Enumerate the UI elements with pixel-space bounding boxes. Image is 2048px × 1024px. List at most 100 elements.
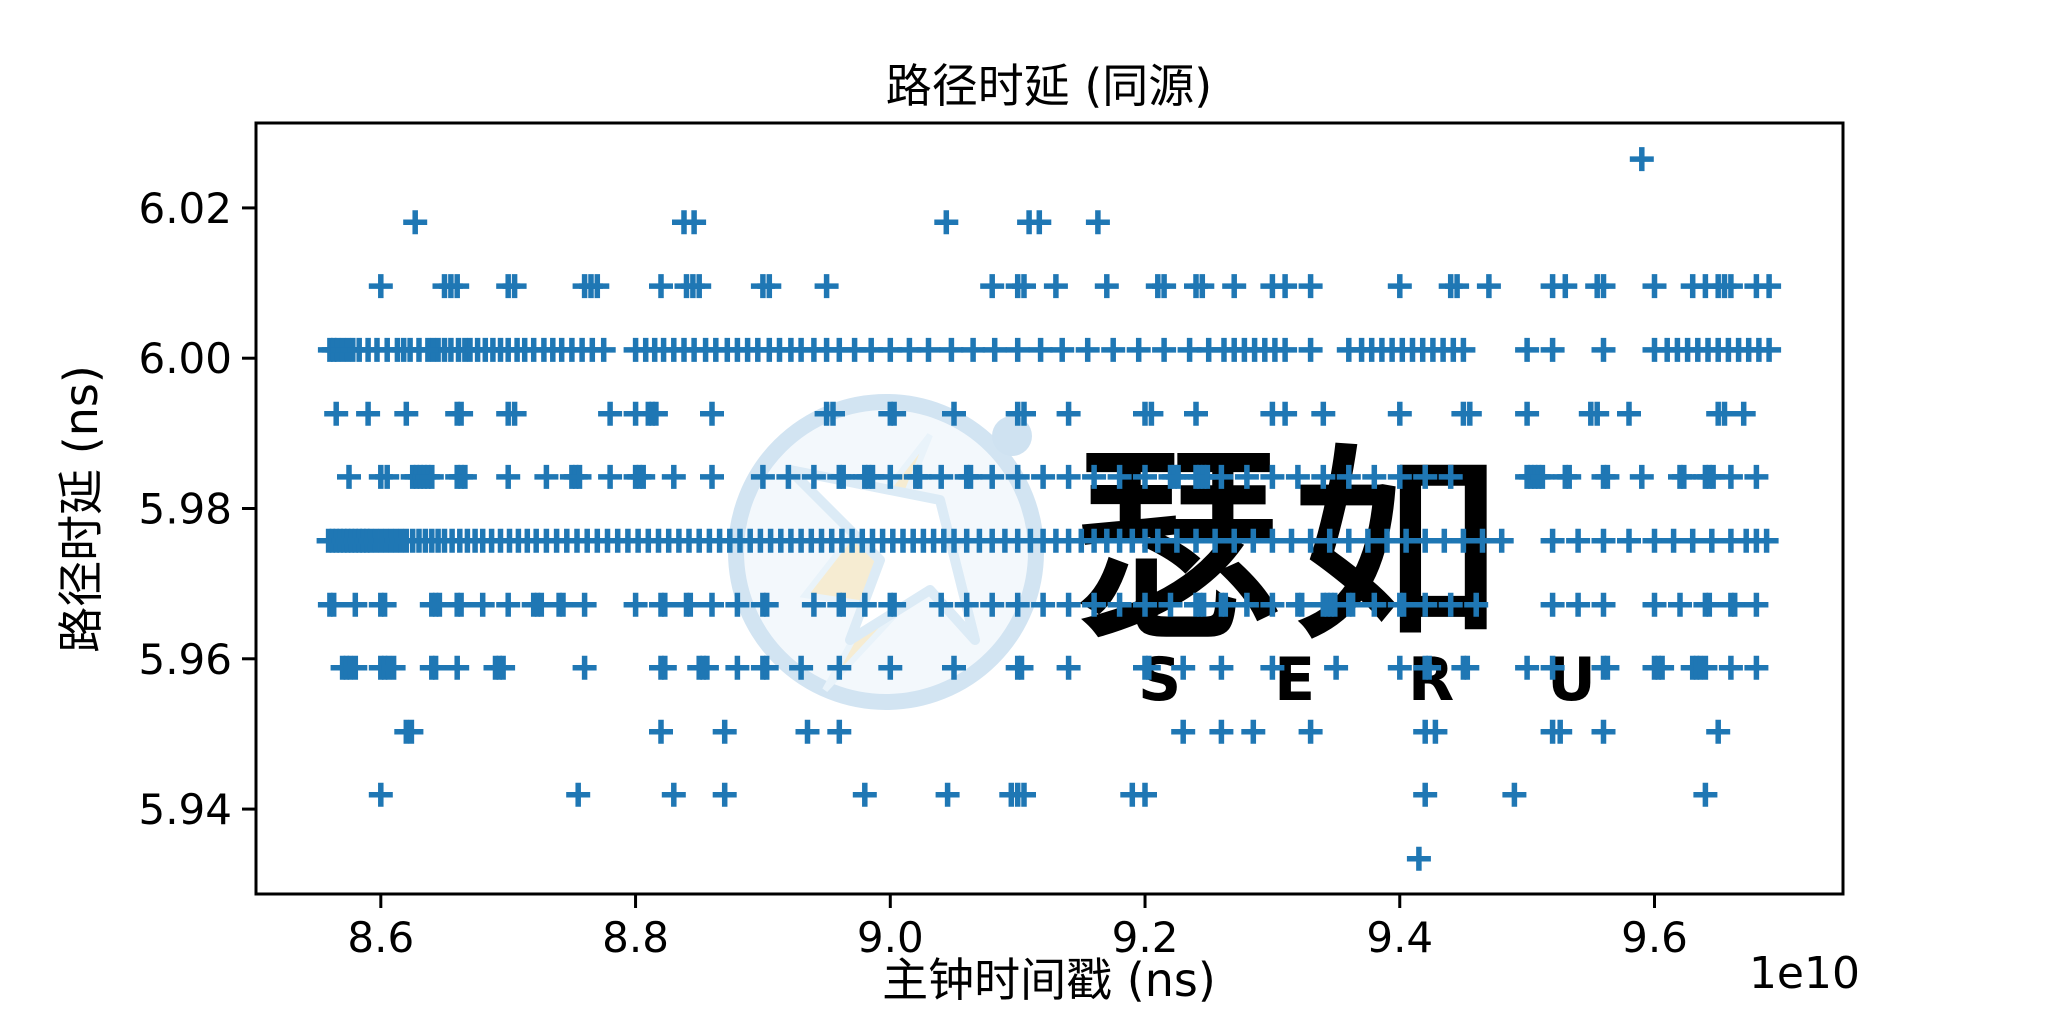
data-point	[1336, 464, 1361, 489]
data-point	[643, 401, 668, 426]
data-point	[916, 337, 941, 362]
data-point	[321, 592, 346, 617]
data-point	[1056, 655, 1081, 680]
data-point	[700, 592, 724, 617]
data-point	[1298, 337, 1323, 362]
data-point	[1043, 274, 1068, 299]
data-point	[534, 464, 559, 489]
data-point	[1553, 274, 1578, 299]
data-point	[961, 337, 986, 362]
x-tick-label: 9.2	[1112, 913, 1179, 962]
data-point	[1050, 337, 1075, 362]
data-point	[337, 464, 361, 489]
data-point	[776, 464, 801, 489]
data-point	[623, 592, 648, 617]
data-point	[980, 592, 1005, 617]
data-point	[1697, 592, 1722, 617]
data-point	[403, 210, 428, 235]
data-point	[980, 274, 1005, 299]
data-point	[1139, 401, 1164, 426]
data-point	[1362, 592, 1387, 617]
data-point	[1438, 464, 1463, 489]
x-axis-offset-label: 1e10	[1749, 948, 1860, 999]
data-point	[1133, 782, 1157, 807]
data-point	[1171, 719, 1196, 744]
y-tick-label: 5.94	[138, 785, 232, 834]
data-point	[795, 719, 820, 744]
data-point	[814, 274, 839, 299]
data-point	[1234, 592, 1259, 617]
data-point	[496, 592, 521, 617]
data-point	[687, 274, 712, 299]
data-point	[496, 464, 521, 489]
data-point	[1591, 592, 1616, 617]
data-point	[1515, 401, 1540, 426]
x-axis-label: 主钟时间戳 (ns)	[882, 953, 1216, 1007]
chart-title: 路径时延 (同源)	[886, 59, 1213, 113]
axes-border	[254, 121, 1845, 896]
data-point	[1417, 655, 1442, 680]
data-point	[929, 592, 954, 617]
data-point	[1311, 401, 1336, 426]
data-point	[1540, 592, 1565, 617]
data-point	[1391, 592, 1416, 617]
data-point	[598, 401, 623, 426]
data-point	[445, 655, 470, 680]
data-point	[372, 592, 397, 617]
data-point	[1075, 337, 1100, 362]
data-point	[1502, 782, 1527, 807]
data-point	[682, 210, 707, 235]
data-point	[1451, 337, 1476, 362]
data-point	[661, 464, 686, 489]
data-point	[929, 464, 954, 489]
data-point	[1693, 782, 1718, 807]
data-point	[1722, 592, 1747, 617]
data-point	[1413, 592, 1438, 617]
data-point	[375, 464, 400, 489]
data-point	[1530, 464, 1555, 489]
data-point	[1591, 337, 1616, 362]
data-point	[1031, 592, 1056, 617]
data-point	[1158, 592, 1183, 617]
data-point	[1757, 274, 1782, 299]
data-point	[852, 592, 877, 617]
data-point	[942, 401, 966, 426]
data-point	[572, 592, 597, 617]
data-point	[725, 592, 750, 617]
data-point	[1009, 655, 1034, 680]
data-point	[827, 655, 852, 680]
data-point	[649, 274, 673, 299]
data-point	[1056, 592, 1081, 617]
x-tick-label: 8.8	[602, 913, 669, 962]
data-point	[1082, 592, 1107, 617]
data-point	[502, 274, 527, 299]
data-point	[1209, 464, 1234, 489]
data-point	[1107, 592, 1132, 617]
data-point	[1566, 592, 1591, 617]
data-point	[1413, 782, 1438, 807]
data-point	[750, 464, 775, 489]
data-point	[591, 337, 616, 362]
data-point	[1289, 592, 1314, 617]
watermark: 瑟如 S E R U	[728, 394, 1596, 715]
data-point	[1595, 655, 1620, 680]
data-point	[1718, 274, 1743, 299]
data-point	[1718, 464, 1743, 489]
data-point	[1273, 401, 1298, 426]
data-point	[551, 592, 575, 617]
data-point	[324, 401, 349, 426]
data-point	[1273, 274, 1298, 299]
data-point	[1629, 147, 1654, 172]
data-point	[939, 337, 964, 362]
data-point	[1650, 655, 1675, 680]
data-point	[1754, 528, 1779, 553]
data-point	[399, 719, 424, 744]
data-point	[502, 401, 527, 426]
data-point	[1222, 274, 1247, 299]
data-point	[1744, 464, 1769, 489]
data-point	[1744, 592, 1769, 617]
y-axis-label: 路径时延 (ns)	[54, 365, 108, 653]
data-point	[712, 782, 737, 807]
watermark-logo-dot	[992, 416, 1032, 456]
